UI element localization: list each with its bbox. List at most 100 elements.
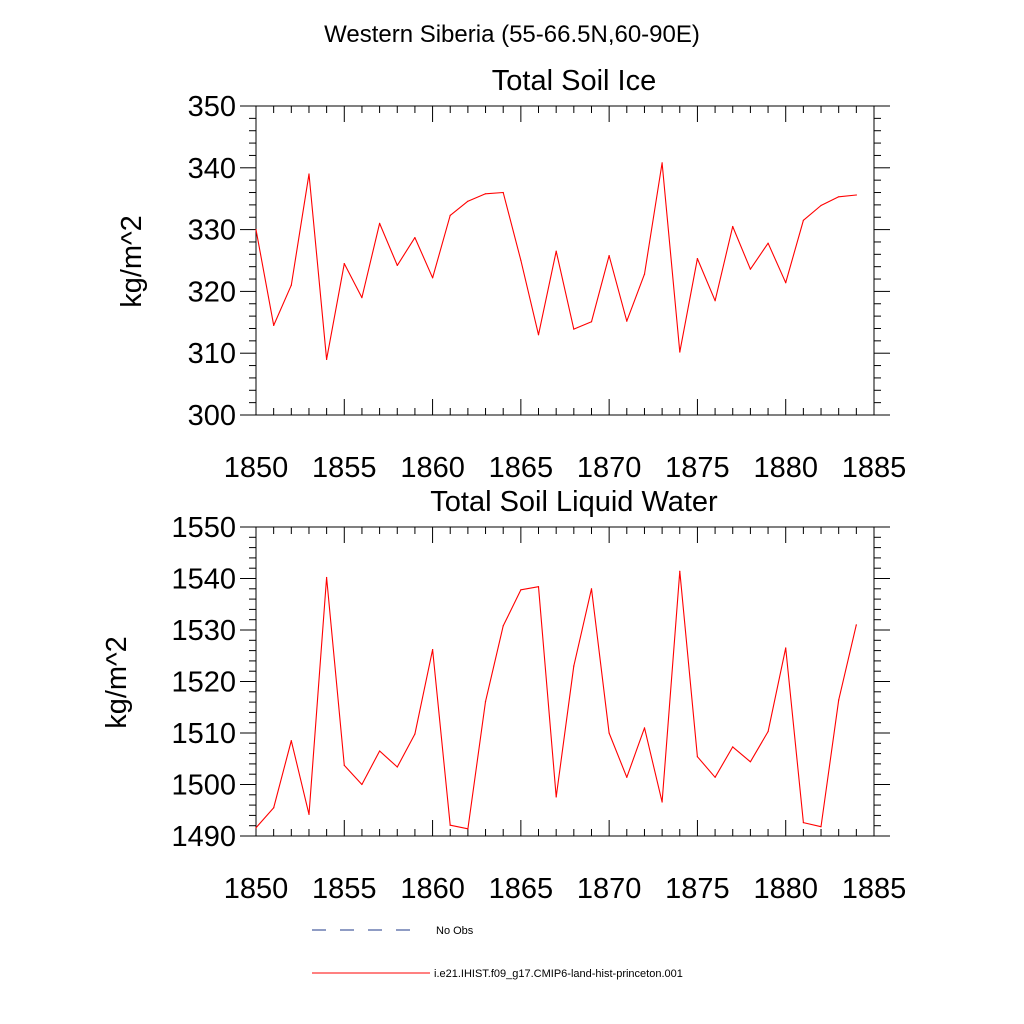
data-point: [467, 200, 469, 202]
y-tick-label: 1490: [171, 821, 236, 853]
data-point: [343, 764, 345, 767]
y-tick-label: 1550: [171, 512, 236, 544]
data-point: [679, 570, 681, 572]
data-point: [838, 196, 840, 198]
data-point: [555, 250, 557, 252]
data-point: [590, 321, 593, 323]
y-tick-label: 1540: [171, 564, 236, 596]
plot-frame: [255, 526, 875, 837]
data-point: [626, 320, 628, 322]
x-tick-label: 1885: [842, 452, 907, 484]
x-tick-label: 1855: [312, 873, 377, 905]
data-point: [661, 801, 663, 803]
plot-frame: [255, 105, 875, 416]
data-point: [820, 204, 822, 207]
data-point: [308, 173, 310, 175]
data-point: [432, 649, 434, 651]
data-point: [414, 733, 416, 735]
figure-suptitle: Western Siberia (55-66.5N,60-90E): [324, 21, 700, 48]
series-line-1: [255, 570, 857, 830]
data-point: [855, 194, 857, 196]
x-tick-label: 1880: [753, 873, 818, 905]
y-tick-label: 350: [188, 91, 236, 123]
x-tick-label: 1865: [489, 452, 554, 484]
data-point: [767, 242, 769, 244]
data-point: [537, 586, 540, 588]
chart-panel-2: Total Soil Liquid Water 1850 1855 1860 1865 1…: [101, 486, 906, 905]
data-point: [290, 740, 292, 742]
data-point: [802, 822, 805, 824]
data-point: [537, 334, 540, 336]
chart-panels: Total Soil Ice 1850 1855 1860 1865 1870 1875 18…: [101, 65, 906, 905]
x-tick-label: 1880: [753, 452, 818, 484]
data-point: [696, 756, 699, 758]
data-point: [573, 328, 575, 330]
data-point: [361, 297, 363, 299]
chart-title: Total Soil Ice: [492, 65, 656, 97]
y-tick-label: 320: [188, 276, 236, 308]
data-point: [643, 727, 646, 729]
x-tick-label: 1850: [224, 873, 289, 905]
data-point: [732, 225, 734, 228]
data-point: [696, 258, 699, 260]
data-point: [326, 358, 328, 360]
y-tick-label: 1500: [171, 770, 236, 802]
x-tick-label: 1865: [489, 873, 554, 905]
data-point: [643, 273, 646, 275]
series-line-1: [255, 162, 857, 360]
data-point: [608, 732, 610, 734]
x-tick-label: 1875: [665, 452, 730, 484]
y-tick-label: 1510: [171, 718, 236, 750]
y-axis-label: kg/m^2: [116, 215, 148, 308]
data-point: [520, 259, 522, 262]
data-point: [273, 324, 275, 326]
x-tick-label: 1850: [224, 452, 289, 484]
y-tick-label: 1520: [171, 667, 236, 699]
legend-label-model-run: i.e21.IHIST.f09_g17.CMIP6-land-hist-prin…: [434, 968, 683, 980]
data-point: [361, 783, 363, 786]
data-point: [255, 827, 257, 829]
data-point: [414, 237, 416, 239]
data-point: [749, 761, 752, 763]
data-point: [290, 284, 292, 286]
data-point: [379, 222, 381, 224]
x-tick-label: 1855: [312, 452, 377, 484]
data-point: [679, 351, 681, 353]
data-point: [449, 214, 451, 216]
data-point: [484, 193, 487, 195]
data-point: [714, 776, 716, 778]
data-point: [802, 219, 805, 221]
data-point: [308, 813, 310, 816]
x-tick-label: 1860: [400, 873, 465, 905]
x-tick-label: 1870: [577, 873, 642, 905]
data-point: [714, 300, 716, 302]
data-point: [502, 625, 504, 627]
data-point: [820, 826, 822, 828]
data-point: [343, 263, 345, 265]
data-point: [502, 191, 504, 194]
y-tick-label: 310: [188, 338, 236, 370]
x-tick-label: 1875: [665, 873, 730, 905]
y-tick-label: 1530: [171, 615, 236, 647]
data-point: [255, 229, 257, 231]
data-point: [396, 766, 398, 768]
data-point: [590, 588, 593, 590]
y-axis-label: kg/m^2: [101, 636, 133, 729]
data-point: [767, 730, 769, 733]
data-point: [520, 589, 522, 591]
data-point: [555, 796, 557, 798]
data-point: [432, 277, 434, 279]
data-point: [396, 264, 398, 266]
legend-label-no-obs: No Obs: [436, 925, 474, 937]
data-point: [732, 746, 734, 748]
y-tick-label: 340: [188, 153, 236, 185]
data-point: [608, 255, 610, 257]
data-point: [749, 268, 752, 270]
data-point: [785, 647, 787, 649]
data-point: [326, 576, 328, 579]
data-point: [661, 162, 663, 164]
x-tick-label: 1870: [577, 452, 642, 484]
data-point: [855, 624, 857, 626]
data-point: [379, 750, 381, 752]
